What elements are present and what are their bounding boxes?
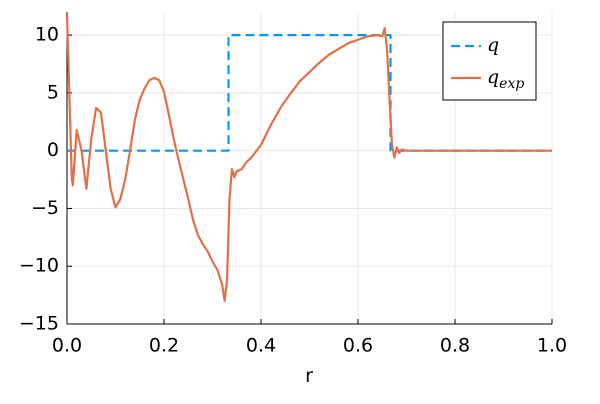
x-tick-label: 0.4: [246, 335, 276, 357]
x-axis-label: r: [305, 365, 313, 387]
legend-name: q: [487, 66, 499, 88]
y-tick-label: 5: [47, 81, 59, 103]
y-tick-label: −10: [19, 255, 59, 277]
y-tick-label: −15: [19, 313, 59, 335]
y-tick-label: 10: [35, 24, 59, 46]
x-tick-label: 1.0: [537, 335, 567, 357]
x-tick-label: 0.0: [52, 335, 82, 357]
legend-box: [442, 21, 537, 101]
legend-label: q: [487, 34, 499, 56]
x-tick-label: 0.8: [440, 335, 470, 357]
line-series: [65, 14, 552, 302]
legend-subscript: exp: [499, 76, 524, 92]
y-tick-label: −5: [31, 197, 59, 219]
x-tick-label: 0.6: [343, 335, 373, 357]
legend-label: qexp: [487, 66, 524, 92]
y-tick-label: 0: [47, 139, 59, 161]
x-tick-label: 0.2: [149, 335, 179, 357]
legend-name: q: [487, 34, 499, 56]
